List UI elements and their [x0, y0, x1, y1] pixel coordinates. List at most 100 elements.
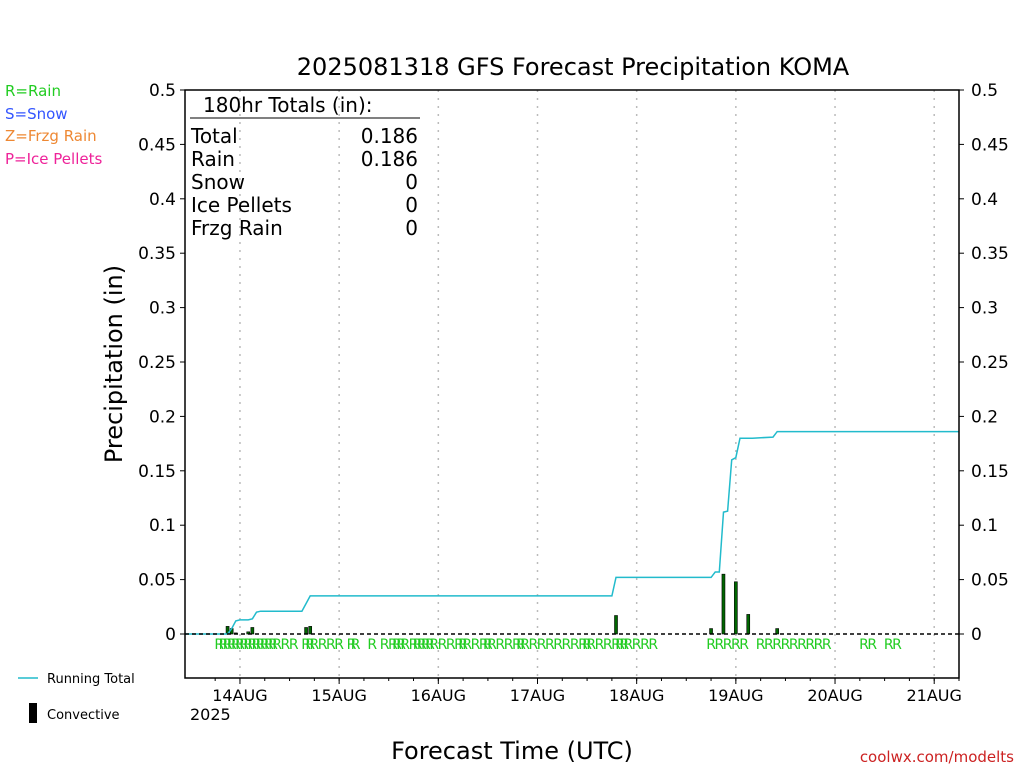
- legend-frzg-rain: Z=Frzg Rain: [5, 127, 97, 145]
- y-tick-label-left: 0.25: [138, 353, 176, 373]
- precip-type-marker: R: [252, 637, 262, 653]
- x-tick-label: 16AUG: [411, 686, 466, 705]
- precip-type-marker: R: [388, 637, 398, 653]
- precip-type-marker: R: [326, 637, 336, 653]
- y-tick-label-left: 0.1: [149, 516, 176, 536]
- totals-row-label: Ice Pellets: [191, 193, 292, 217]
- legend-running-total-label: Running Total: [47, 672, 135, 687]
- series-legend: Running Total Convective: [18, 672, 135, 723]
- precip-type-marker: R: [624, 637, 634, 653]
- totals-row-label: Rain: [191, 147, 235, 171]
- y-tick-label-left: 0.5: [149, 81, 176, 101]
- y-tick-label-right: 0.05: [971, 571, 1009, 591]
- precip-type-marker: R: [648, 637, 658, 653]
- precip-type-marker: R: [562, 637, 572, 653]
- totals-row-label: Frzg Rain: [191, 216, 283, 240]
- precip-type-marker: R: [264, 637, 274, 653]
- convective-bar: [308, 626, 313, 635]
- precip-type-marker: R: [458, 637, 468, 653]
- precip-type-marker: R: [301, 637, 311, 653]
- precip-type-marker: R: [867, 637, 877, 653]
- precip-type-marker: R: [586, 637, 596, 653]
- precip-type-marker: R: [739, 637, 749, 653]
- grid-layer: [239, 90, 935, 678]
- totals-row-value: 0.186: [361, 124, 418, 148]
- precip-type-marker: R: [528, 637, 538, 653]
- precip-type-marker: R: [347, 637, 357, 653]
- precip-type-marker: R: [281, 637, 291, 653]
- precip-type-marker: R: [512, 637, 522, 653]
- x-tick-label: 21AUG: [906, 686, 961, 705]
- y-tick-label-right: 0.45: [971, 135, 1009, 155]
- precip-type-legend: R=Rain S=Snow Z=Frzg Rain P=Ice Pellets: [5, 82, 102, 168]
- precip-type-marker: R: [247, 637, 257, 653]
- precip-type-marker: R: [268, 637, 278, 653]
- y-tick-label-right: 0.1: [971, 516, 998, 536]
- precip-type-marker: R: [516, 637, 526, 653]
- x-tick-label: 17AUG: [510, 686, 565, 705]
- y-tick-label-right: 0: [971, 625, 982, 645]
- legend-snow: S=Snow: [5, 105, 68, 123]
- precip-type-marker: R: [603, 637, 613, 653]
- convective-bars: [225, 573, 779, 635]
- precip-type-marker: R: [640, 637, 650, 653]
- chart-title: 2025081318 GFS Forecast Precipitation KO…: [297, 53, 850, 81]
- precip-type-marker: R: [537, 637, 547, 653]
- precip-type-marker: R: [446, 637, 456, 653]
- precip-type-marker: R: [892, 637, 902, 653]
- precip-type-marker: R: [227, 637, 237, 653]
- precip-type-marker: R: [797, 637, 807, 653]
- precip-type-marker: R: [471, 637, 481, 653]
- precip-type-marker: R: [789, 637, 799, 653]
- y-tick-label-right: 0.5: [971, 81, 998, 101]
- precip-type-marker: R: [578, 637, 588, 653]
- precip-type-marker: R: [615, 637, 625, 653]
- precip-type-marker: R: [235, 637, 245, 653]
- x-tick-label: 18AUG: [609, 686, 664, 705]
- convective-bar: [304, 627, 308, 635]
- precip-type-marker: R: [487, 637, 497, 653]
- convective-bar: [614, 615, 618, 635]
- precip-type-marker: R: [334, 637, 344, 653]
- y-tick-label-left: 0.3: [149, 299, 176, 319]
- totals-row-value: 0: [405, 193, 418, 217]
- precip-type-marker: R: [764, 637, 774, 653]
- totals-row-value: 0: [405, 216, 418, 240]
- precip-type-marker: R: [429, 637, 439, 653]
- precip-type-marker: R: [413, 637, 423, 653]
- totals-rows: Total 0.186 Rain 0.186 Snow 0 Ice Pellets 0 Frzg…: [190, 124, 418, 240]
- y-tick-label-right: 0.15: [971, 462, 1009, 482]
- precip-type-marker: R: [619, 637, 629, 653]
- precip-type-marker: R: [367, 637, 377, 653]
- precip-type-marker: R: [479, 637, 489, 653]
- totals-row-label: Snow: [191, 170, 245, 194]
- precip-type-marker: R: [309, 637, 319, 653]
- legend-ice-pellets: P=Ice Pellets: [5, 150, 102, 168]
- x-tick-label: 20AUG: [807, 686, 862, 705]
- convective-bar: [734, 581, 738, 635]
- precip-type-marker: R: [723, 637, 733, 653]
- totals-row-value: 0.186: [361, 147, 418, 171]
- precip-type-marker: R: [438, 637, 448, 653]
- precip-type-marker: R: [392, 637, 402, 653]
- convective-bar: [746, 614, 751, 635]
- convective-bar: [775, 628, 779, 635]
- precip-type-marker: R: [223, 637, 233, 653]
- y-tick-label-left: 0.35: [138, 244, 176, 264]
- x-tick-label: 19AUG: [708, 686, 763, 705]
- precip-type-marker: R: [632, 637, 642, 653]
- y-tick-label-left: 0.2: [149, 407, 176, 427]
- y-tick-label-left: 0.05: [138, 571, 176, 591]
- totals-heading: 180hr Totals (in):: [203, 93, 373, 117]
- precip-type-marker: R: [545, 637, 555, 653]
- y-tick-label-right: 0.35: [971, 244, 1009, 264]
- precip-type-marker: R: [611, 637, 621, 653]
- precip-type-marker: R: [305, 637, 315, 653]
- precip-type-marker: R: [814, 637, 824, 653]
- convective-bar: [250, 627, 255, 635]
- x-tick-label: 14AUG: [212, 686, 267, 705]
- x-year-label: 2025: [190, 705, 231, 724]
- precip-type-marker: R: [396, 637, 406, 653]
- precip-type-marker: R: [219, 637, 229, 653]
- precip-type-marker: R: [425, 637, 435, 653]
